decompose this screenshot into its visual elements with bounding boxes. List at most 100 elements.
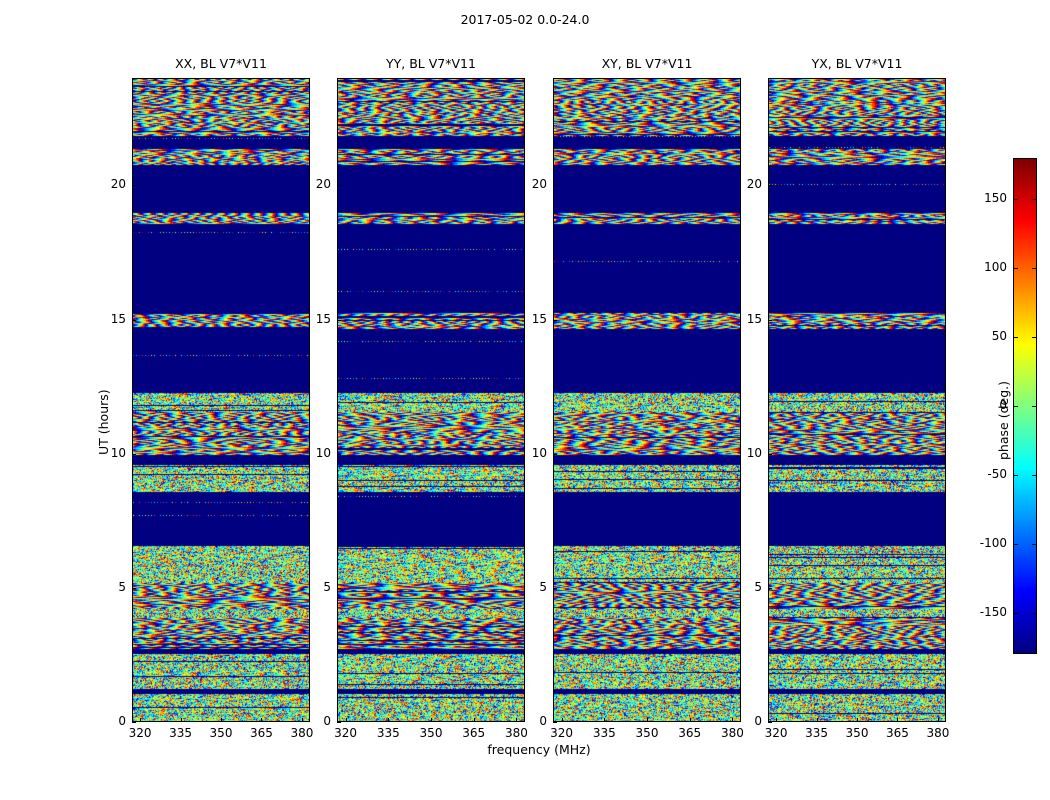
panel-title-yy: YY, BL V7*V11 [386,56,476,71]
x-tick-label: 350 [845,726,869,740]
x-tickmark [937,718,939,722]
colorbar-tickmark [1032,612,1037,614]
y-tick-label: 10 [531,445,547,460]
heatmap-panel-yx [768,78,946,722]
y-tickmark [337,185,341,187]
x-tick-label: 320 [334,726,357,740]
x-tickmark [604,718,606,722]
y-tickmark [553,185,557,187]
x-tickmark [816,718,818,722]
y-tick-label: 0 [323,714,331,728]
y-tick-label: 5 [539,579,547,594]
panel-title-yx: YX, BL V7*V11 [811,56,903,71]
y-tick-label: 0 [754,714,762,728]
y-tickmark [337,319,341,321]
colorbar-tick-label: 0 [999,398,1007,412]
colorbar-tickmark [1032,543,1037,545]
y-tick-label: 15 [110,311,126,326]
y-tickmark [553,587,557,589]
x-tick-label: 335 [169,726,192,740]
y-tickmark [132,185,136,187]
x-tickmark [473,718,475,722]
x-tickmark [221,718,222,722]
x-tick-label: 380 [290,726,314,740]
y-tickmark [553,722,557,723]
x-tick-label: 380 [721,726,744,740]
y-tickmark [768,185,772,187]
y-tickmark [768,587,772,589]
y-tickmark [553,453,557,455]
x-tickmark [345,718,347,722]
colorbar-tickmark [1013,543,1018,545]
y-tickmark [768,453,772,455]
x-tickmark [516,718,518,722]
x-tickmark [140,718,142,722]
colorbar-tickmark [1013,474,1018,476]
x-tickmark [647,718,648,722]
x-tick-label: 320 [128,726,152,740]
colorbar-tickmark [1032,474,1037,476]
colorbar-tickmark [1032,406,1037,407]
x-tickmark [301,718,303,722]
figure-suptitle: 2017-05-02 0.0-24.0 [460,12,590,27]
x-tick-label: 365 [886,726,909,740]
y-tickmark [132,587,136,589]
colorbar-label: phase (deg.) [996,381,1011,460]
x-tick-label: 365 [678,726,702,740]
x-tick-label: 350 [209,726,233,740]
colorbar-tick-label: -100 [979,535,1007,550]
x-tick-label: 320 [764,726,788,740]
y-tick-label: 10 [315,445,331,460]
x-axis-label: frequency (MHz) [487,742,591,757]
y-tick-label: 15 [531,311,547,326]
colorbar-tick-label: 50 [991,329,1007,344]
y-tick-label: 0 [539,714,547,728]
y-tickmark [337,587,341,589]
x-tickmark [776,718,778,722]
x-tickmark [732,718,734,722]
y-tickmark [132,319,136,321]
heatmap-panel-xy [553,78,741,722]
y-tickmark [768,722,772,723]
y-tick-label: 20 [315,177,331,192]
x-tickmark [689,718,691,722]
panel-title-xx: XX, BL V7*V11 [175,56,267,71]
x-tickmark [180,718,182,722]
y-tick-label: 20 [746,177,762,192]
x-tick-label: 335 [592,726,616,740]
colorbar-tickmark [1013,612,1018,614]
x-tick-label: 380 [926,726,950,740]
x-tickmark [561,718,563,722]
y-tick-label: 15 [746,311,762,326]
colorbar-tick-label: 100 [984,260,1007,275]
y-tick-label: 15 [315,311,331,326]
y-tick-label: 10 [746,445,762,460]
x-tick-label: 335 [805,726,828,740]
x-tick-label: 380 [505,726,528,740]
x-tickmark [857,718,858,722]
y-tickmark [337,722,341,723]
x-tick-label: 365 [462,726,486,740]
colorbar-tickmark [1032,337,1037,339]
y-tick-label: 5 [754,579,762,594]
colorbar-tickmark [1032,199,1037,201]
y-tick-label: 20 [110,177,126,192]
x-tickmark [261,718,263,722]
colorbar-tickmark [1013,337,1018,339]
y-tickmark [553,319,557,321]
y-tickmark [768,319,772,321]
colorbar-tickmark [1013,406,1018,407]
x-tickmark [431,718,432,722]
heatmap-panel-xx [132,78,310,722]
y-tickmark [337,453,341,455]
panel-title-xy: XY, BL V7*V11 [601,56,693,71]
colorbar-tick-label: -150 [979,604,1007,619]
x-tick-label: 320 [550,726,573,740]
y-tickmark [132,453,136,455]
colorbar-tick-label: -50 [987,466,1007,481]
heatmap-panel-yy [337,78,525,722]
x-tickmark [897,718,899,722]
x-tick-label: 350 [419,726,443,740]
colorbar-tickmark [1032,268,1037,270]
